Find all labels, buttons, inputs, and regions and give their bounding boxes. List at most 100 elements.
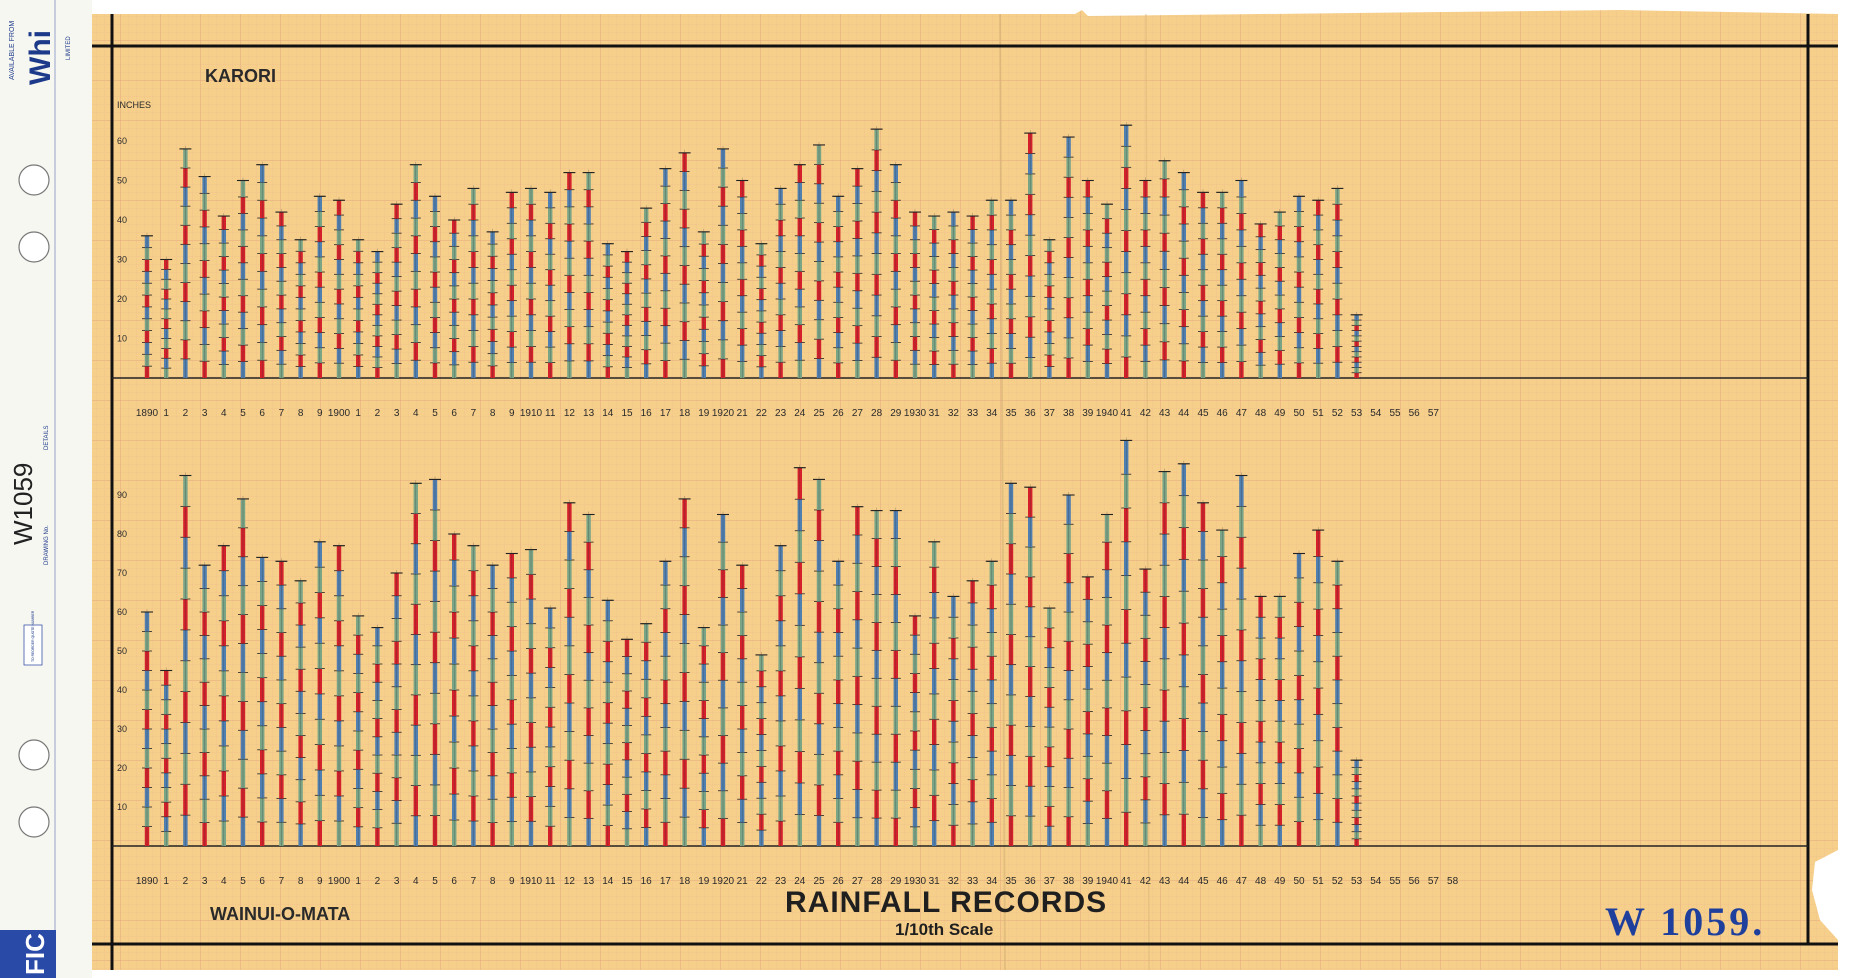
x-tick-label: 1900 — [328, 876, 351, 887]
bar-year-2 — [371, 248, 384, 378]
x-tick-label: 1 — [163, 876, 169, 887]
bar-year-7 — [467, 542, 480, 846]
bar-year-21 — [736, 177, 749, 378]
x-tick-label: 46 — [1217, 876, 1229, 887]
y-tick-label: 10 — [117, 334, 127, 344]
bar-year-1 — [352, 612, 365, 846]
x-tick-label: 56 — [1409, 876, 1421, 887]
bar-year-32 — [947, 209, 960, 378]
x-tick-label: 35 — [1005, 408, 1017, 419]
bar-year-48 — [1254, 220, 1267, 378]
bar-year-8 — [294, 236, 307, 378]
bar-year-9 — [313, 538, 326, 846]
bar-year-6 — [256, 161, 269, 378]
x-tick-label: 8 — [298, 408, 304, 419]
bar-year-17 — [659, 165, 672, 378]
x-tick-label: 18 — [679, 408, 691, 419]
bar-year-51 — [1312, 197, 1325, 378]
y-tick-label: 90 — [117, 490, 127, 500]
bar-year-28 — [870, 126, 883, 378]
x-tick-label: 23 — [775, 408, 787, 419]
x-tick-label: 2 — [183, 408, 189, 419]
y-tick-label: 10 — [117, 802, 127, 812]
bar-year-4 — [217, 213, 230, 378]
bar-year-39 — [1081, 177, 1094, 378]
x-tick-label: 33 — [967, 408, 979, 419]
bar-year-1940 — [1101, 511, 1113, 846]
bar-year-7 — [275, 558, 288, 846]
bar-year-29 — [889, 161, 902, 378]
x-tick-label: 7 — [471, 408, 477, 419]
bar-year-2 — [179, 472, 192, 846]
x-tick-label: 50 — [1293, 408, 1305, 419]
bar-year-31 — [928, 213, 941, 378]
bar-year-6 — [256, 554, 269, 846]
x-tick-label: 26 — [833, 408, 845, 419]
x-tick-label: 50 — [1293, 876, 1305, 887]
bar-year-51 — [1312, 527, 1325, 846]
bar-year-19 — [697, 624, 710, 846]
bar-year-1940 — [1101, 201, 1113, 378]
bar-year-12 — [563, 499, 576, 846]
bar-year-5 — [429, 476, 441, 846]
x-tick-label: 11 — [545, 408, 556, 419]
x-tick-label: 3 — [394, 876, 400, 887]
x-tick-label: 6 — [451, 876, 457, 887]
bar-year-1930 — [909, 612, 921, 846]
x-tick-label: 16 — [641, 876, 653, 887]
bar-year-29 — [889, 507, 902, 846]
x-tick-label: 5 — [240, 876, 246, 887]
x-tick-label: 47 — [1236, 408, 1248, 419]
y-tick-label: 70 — [117, 568, 127, 578]
bar-year-35 — [1005, 480, 1017, 846]
x-tick-label: 14 — [602, 408, 614, 419]
x-tick-label: 31 — [929, 876, 941, 887]
bar-year-47 — [1235, 472, 1248, 846]
bar-year-42 — [1139, 566, 1152, 846]
bar-year-1900 — [333, 197, 345, 378]
punch-hole-3 — [18, 739, 50, 771]
x-tick-label: 43 — [1159, 408, 1171, 419]
bar-year-22 — [755, 240, 768, 378]
bar-year-8 — [294, 577, 307, 846]
x-tick-label: 53 — [1351, 876, 1363, 887]
y-axis-label-inches: INCHES — [117, 100, 151, 110]
margin-drawing-number: W1059 — [8, 463, 38, 545]
bar-year-3 — [390, 570, 403, 846]
bar-year-6 — [448, 531, 461, 846]
x-tick-label: 54 — [1370, 876, 1382, 887]
x-tick-label: 5 — [432, 876, 438, 887]
x-tick-label: 51 — [1313, 408, 1325, 419]
bar-year-41 — [1120, 437, 1133, 846]
x-tick-label: 12 — [564, 408, 576, 419]
x-tick-label: 1920 — [712, 408, 735, 419]
bar-year-8 — [486, 562, 499, 846]
bar-year-3 — [390, 201, 403, 378]
x-tick-label: 25 — [813, 876, 825, 887]
bar-year-22 — [755, 651, 768, 846]
x-tick-label: 3 — [202, 876, 208, 887]
x-tick-label: 52 — [1332, 876, 1344, 887]
bar-year-47 — [1235, 177, 1248, 378]
bar-year-5 — [429, 193, 441, 378]
x-tick-label: 14 — [602, 876, 614, 887]
x-tick-label: 53 — [1351, 408, 1363, 419]
strip-brand-logo: Whi — [24, 30, 57, 85]
x-tick-label: 57 — [1428, 408, 1440, 419]
y-tick-label: 60 — [117, 607, 127, 617]
x-tick-label: 55 — [1389, 408, 1401, 419]
x-tick-label: 43 — [1159, 876, 1171, 887]
bar-year-45 — [1197, 499, 1209, 846]
x-tick-label: 19 — [698, 408, 710, 419]
x-tick-label: 3 — [394, 408, 400, 419]
bar-year-4 — [409, 480, 422, 846]
bar-year-14 — [601, 240, 614, 378]
bar-year-4 — [217, 542, 230, 846]
strip-quote-box — [23, 624, 43, 666]
y-tick-label: 50 — [117, 176, 127, 186]
bar-year-34 — [985, 197, 998, 378]
bar-year-13 — [582, 511, 595, 846]
x-tick-label: 22 — [756, 876, 768, 887]
